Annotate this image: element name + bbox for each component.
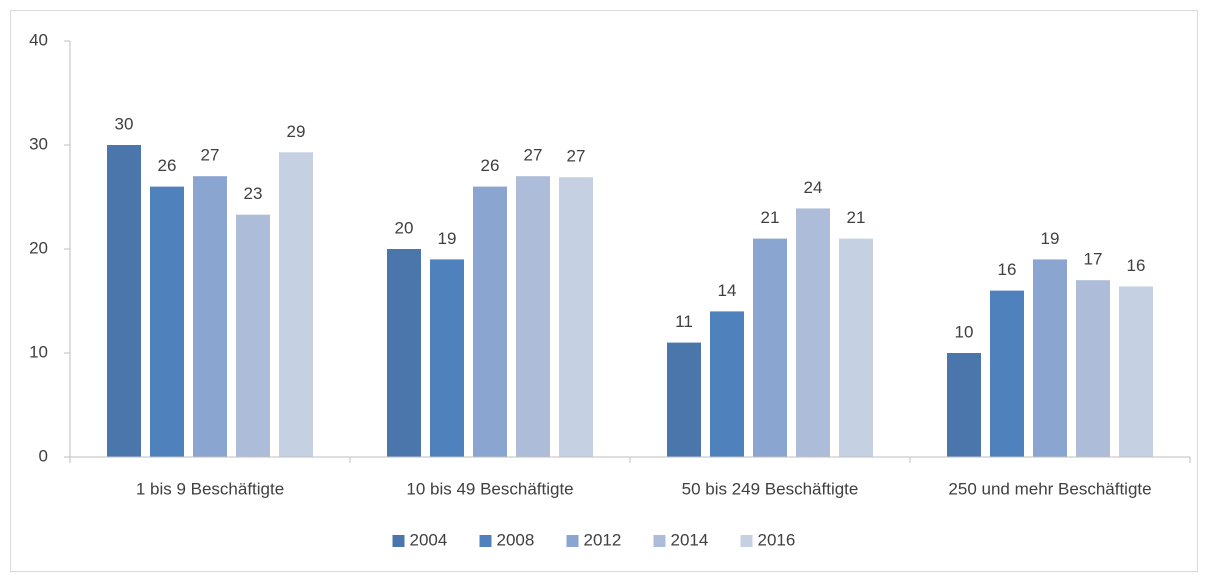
y-tick-label: 10 bbox=[29, 342, 48, 361]
legend-label: 2016 bbox=[758, 530, 796, 549]
legend-label: 2014 bbox=[671, 530, 709, 549]
bar bbox=[236, 214, 270, 457]
value-label: 29 bbox=[287, 122, 306, 141]
value-label: 19 bbox=[438, 229, 457, 248]
bar bbox=[559, 177, 593, 458]
value-label: 21 bbox=[847, 208, 866, 227]
value-label: 19 bbox=[1041, 229, 1060, 248]
bar bbox=[279, 152, 313, 457]
bar bbox=[947, 353, 981, 457]
value-label: 27 bbox=[567, 147, 586, 166]
value-label: 17 bbox=[1084, 250, 1103, 269]
bar bbox=[1033, 259, 1067, 457]
legend-label: 2004 bbox=[410, 530, 448, 549]
value-label: 26 bbox=[481, 156, 500, 175]
value-label: 10 bbox=[955, 322, 974, 341]
legend-swatch bbox=[653, 535, 666, 547]
bar bbox=[839, 238, 873, 457]
bar bbox=[473, 186, 507, 457]
y-tick-label: 40 bbox=[29, 30, 48, 49]
bar bbox=[107, 145, 141, 457]
value-label: 27 bbox=[201, 146, 220, 165]
bar bbox=[710, 311, 744, 457]
legend-swatch bbox=[740, 535, 753, 547]
value-label: 14 bbox=[718, 281, 737, 300]
bar bbox=[150, 186, 184, 457]
bar bbox=[1076, 280, 1110, 457]
value-label: 11 bbox=[675, 312, 693, 331]
legend-label: 2008 bbox=[497, 530, 535, 549]
value-label: 27 bbox=[524, 146, 543, 165]
value-label: 21 bbox=[761, 208, 780, 227]
legend-swatch bbox=[566, 535, 579, 547]
value-label: 20 bbox=[395, 218, 414, 237]
bar bbox=[1119, 286, 1153, 457]
value-label: 30 bbox=[115, 114, 134, 133]
legend-swatch bbox=[392, 535, 405, 547]
value-label: 24 bbox=[804, 178, 823, 197]
x-tick-label: 1 bis 9 Beschäftigte bbox=[136, 479, 284, 498]
x-tick-label: 50 bis 249 Beschäftigte bbox=[682, 479, 859, 498]
legend-label: 2012 bbox=[584, 530, 622, 549]
legend-swatch bbox=[479, 535, 492, 547]
bar bbox=[387, 249, 421, 457]
bar bbox=[430, 259, 464, 457]
bar bbox=[990, 290, 1024, 457]
bar bbox=[667, 342, 701, 457]
bar bbox=[193, 176, 227, 457]
value-label: 23 bbox=[244, 184, 263, 203]
value-label: 16 bbox=[1127, 256, 1146, 275]
y-tick-label: 20 bbox=[29, 238, 48, 257]
bar bbox=[516, 176, 550, 457]
x-tick-label: 10 bis 49 Beschäftigte bbox=[406, 479, 573, 498]
y-tick-label: 0 bbox=[39, 446, 48, 465]
bar bbox=[796, 208, 830, 457]
bar bbox=[753, 238, 787, 457]
value-label: 16 bbox=[998, 260, 1017, 279]
value-label: 26 bbox=[158, 156, 177, 175]
y-tick-label: 30 bbox=[29, 134, 48, 153]
x-tick-label: 250 und mehr Beschäftigte bbox=[948, 479, 1151, 498]
